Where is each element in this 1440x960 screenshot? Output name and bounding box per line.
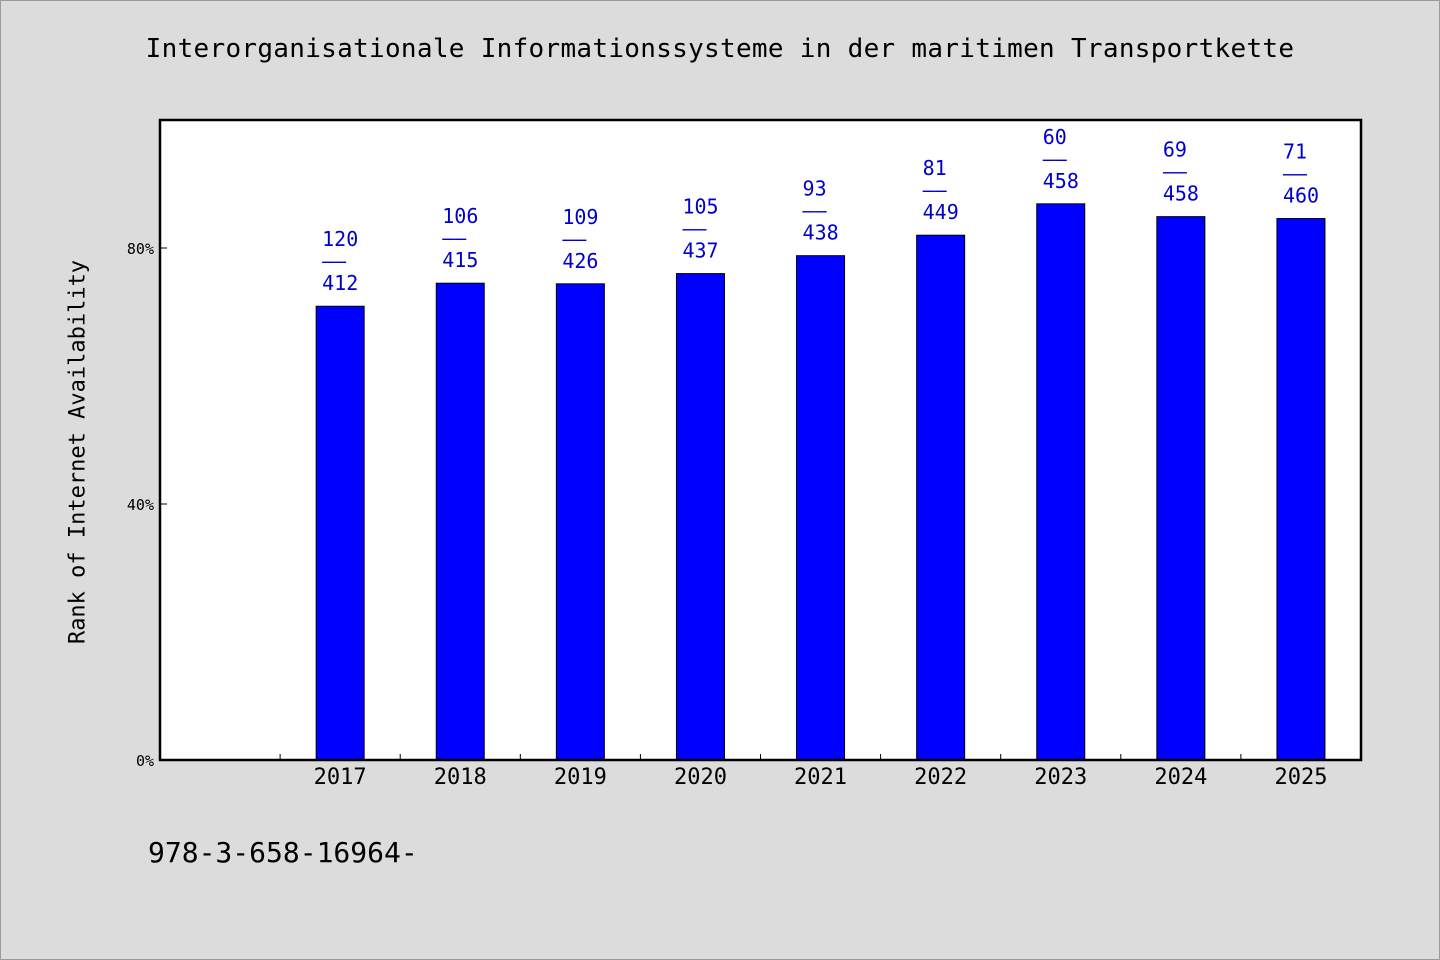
bar (916, 234, 966, 761)
bar (315, 305, 365, 761)
data-label-separator: –– (803, 199, 828, 223)
x-tick-label: 2020 (674, 765, 727, 790)
data-label-separator: –– (562, 227, 587, 251)
data-label-top: 93 (803, 177, 827, 201)
y-tick-label: 80% (127, 240, 154, 258)
bar (796, 255, 846, 761)
data-label-separator: –– (1043, 147, 1068, 171)
data-label-top: 109 (562, 205, 598, 229)
data-label-bottom: 438 (803, 221, 839, 245)
bar (1156, 216, 1206, 761)
data-label-bottom: 458 (1043, 169, 1079, 193)
x-tick-label: 2024 (1154, 765, 1207, 790)
y-tick-label: 40% (127, 496, 154, 514)
y-tick-label: 0% (136, 752, 154, 770)
data-label-separator: –– (923, 178, 948, 202)
data-label-top: 71 (1283, 140, 1307, 164)
data-label-top: 69 (1163, 138, 1187, 162)
x-tick-label: 2019 (554, 765, 607, 790)
data-label-bottom: 437 (682, 239, 718, 263)
x-tick-label: 2022 (914, 765, 967, 790)
x-tick-label: 2017 (314, 765, 367, 790)
data-label-top: 120 (322, 227, 358, 251)
x-tick-label: 2025 (1274, 765, 1327, 790)
isbn-footnote: 978-3-658-16964- (148, 836, 418, 869)
data-label-bottom: 460 (1283, 184, 1319, 208)
chart-title: Interorganisationale Informationssysteme… (145, 34, 1295, 64)
data-label-bottom: 426 (562, 249, 598, 273)
data-label-bottom: 415 (442, 248, 478, 272)
bar (435, 282, 485, 761)
x-tick-label: 2023 (1034, 765, 1087, 790)
data-label-top: 106 (442, 204, 478, 228)
bar (1276, 218, 1326, 761)
x-tick-label: 2018 (434, 765, 487, 790)
data-label-bottom: 458 (1163, 182, 1199, 206)
data-label-separator: –– (682, 217, 707, 241)
data-label-separator: –– (442, 226, 467, 250)
data-label-separator: –– (322, 249, 347, 273)
data-label-bottom: 449 (923, 200, 959, 224)
data-label-top: 81 (923, 156, 947, 180)
data-label-top: 105 (682, 195, 718, 219)
bar (1036, 203, 1086, 761)
data-label-top: 60 (1043, 125, 1067, 149)
bar (675, 273, 725, 761)
data-label-separator: –– (1163, 160, 1188, 184)
data-label-separator: –– (1283, 162, 1308, 186)
bar (555, 283, 605, 761)
plot-border (158, 118, 1363, 762)
data-label-bottom: 412 (322, 271, 358, 295)
x-tick-label: 2021 (794, 765, 847, 790)
